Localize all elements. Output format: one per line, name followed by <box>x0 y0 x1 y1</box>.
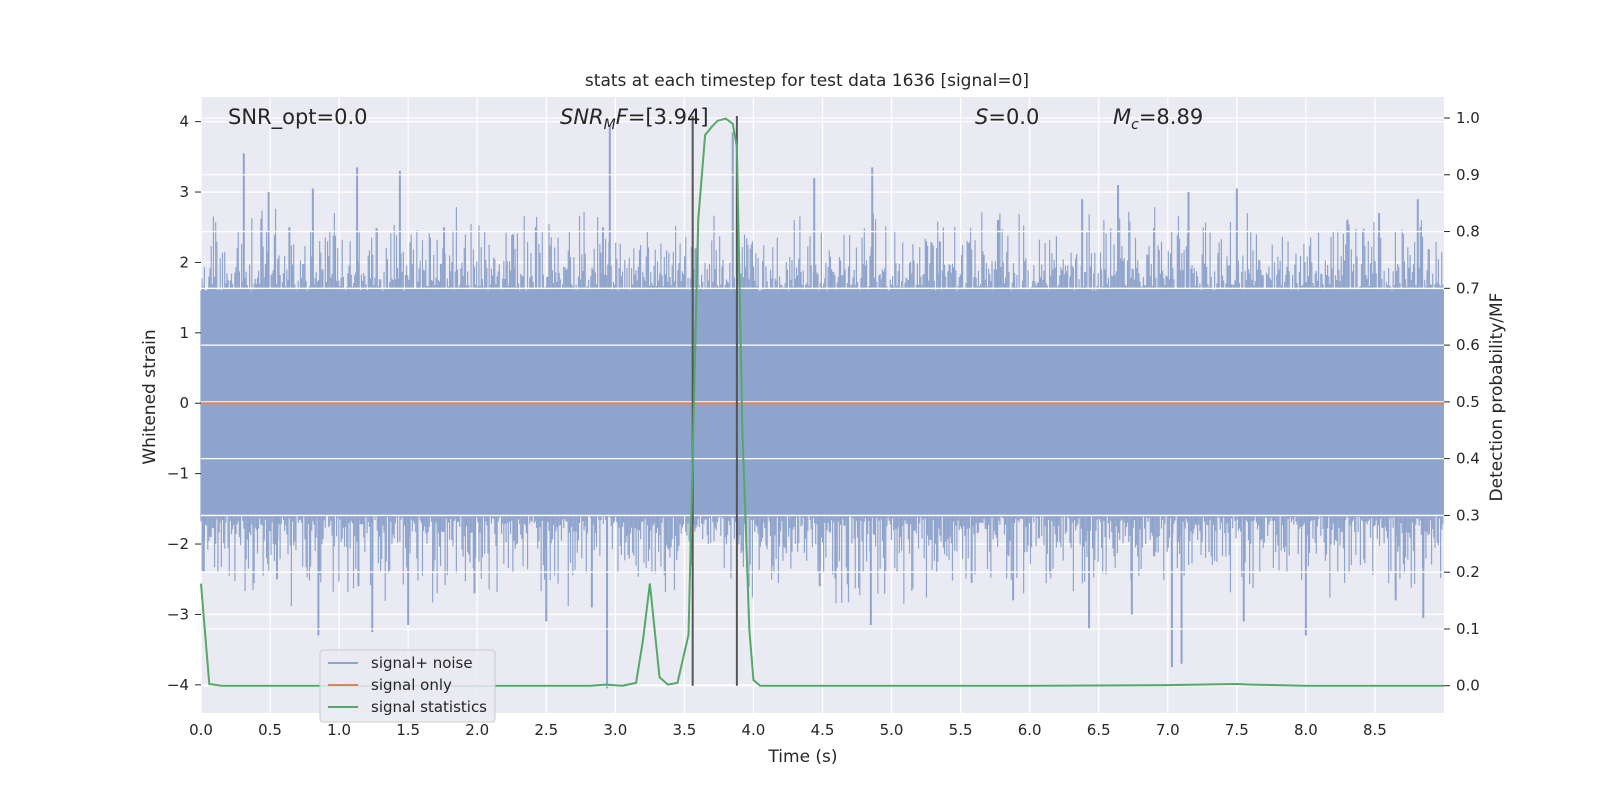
y-right-tick-label: 0.1 <box>1456 620 1480 638</box>
y-right-tick-label: 0.4 <box>1456 450 1480 468</box>
x-tick-label: 1.0 <box>327 721 351 739</box>
x-tick-label: 1.5 <box>396 721 420 739</box>
y-right-tick-label: 0.3 <box>1456 506 1480 524</box>
right-grid-overlay <box>201 117 1444 687</box>
x-tick-label: 2.0 <box>465 721 489 739</box>
y-axis-right: 1.0 0.9 0.8 0.7 0.6 0.5 0.4 0.3 0.2 0.1 0.0 <box>1444 109 1480 695</box>
annotation-snr-opt: SNR_opt=0.0 <box>228 105 368 130</box>
y-axis-left: 4 3 2 1 0 −1 −2 −3 −4 <box>167 113 201 694</box>
x-tick-label: 4.0 <box>742 721 766 739</box>
x-tick-label: 3.0 <box>603 721 627 739</box>
legend-box <box>319 649 496 723</box>
x-tick-label: 5.0 <box>880 721 904 739</box>
y-left-tick-label: −2 <box>167 535 189 553</box>
x-tick-label: 8.0 <box>1294 721 1318 739</box>
y-axis-left-label: Whitened strain <box>140 329 160 464</box>
x-tick-label: 8.5 <box>1363 721 1387 739</box>
y-left-tick-label: 2 <box>179 253 189 271</box>
y-right-tick-label: 0.9 <box>1456 166 1480 184</box>
annotation-mc: Mc=8.89 <box>1113 105 1203 133</box>
x-tick-label: 7.0 <box>1156 721 1180 739</box>
legend: signal+ noise signal only signal statist… <box>319 649 496 723</box>
x-axis: 0.0 0.5 1.0 1.5 2.0 2.5 3.0 3.5 4.0 4.5 5.0 5.5 6.0 6… <box>189 721 1387 739</box>
y-left-tick-label: −4 <box>167 676 189 694</box>
y-left-tick-label: −3 <box>167 605 189 623</box>
y-right-tick-label: 1.0 <box>1456 109 1480 127</box>
x-tick-label: 0.5 <box>258 721 282 739</box>
y-left-tick-label: −1 <box>167 465 189 483</box>
x-tick-label: 4.5 <box>811 721 835 739</box>
y-left-tick-label: 1 <box>179 324 189 342</box>
legend-label-signal-only: signal only <box>371 676 452 694</box>
y-right-tick-label: 0.2 <box>1456 563 1480 581</box>
annotation-snr-mf: SNRMF=[3.94] <box>560 105 709 133</box>
x-tick-label: 6.5 <box>1087 721 1111 739</box>
annotation-s: S=0.0 <box>975 105 1039 129</box>
y-left-tick-label: 3 <box>179 183 189 201</box>
x-tick-label: 2.5 <box>534 721 558 739</box>
legend-label-signal-noise: signal+ noise <box>371 654 473 672</box>
y-left-tick-label: 0 <box>179 394 189 412</box>
y-right-tick-label: 0.8 <box>1456 223 1480 241</box>
chart-title: stats at each timestep for test data 163… <box>585 71 1029 91</box>
x-tick-label: 3.5 <box>672 721 696 739</box>
y-left-tick-label: 4 <box>179 113 189 131</box>
y-axis-right-label: Detection probability/MF <box>1487 293 1507 502</box>
y-right-tick-label: 0.0 <box>1456 677 1480 695</box>
y-right-tick-label: 0.6 <box>1456 336 1480 354</box>
y-right-tick-label: 0.7 <box>1456 279 1480 297</box>
x-axis-label: Time (s) <box>767 747 837 767</box>
x-tick-label: 6.0 <box>1018 721 1042 739</box>
y-right-tick-label: 0.5 <box>1456 393 1480 411</box>
legend-label-signal-statistics: signal statistics <box>371 698 487 716</box>
x-tick-label: 5.5 <box>949 721 973 739</box>
x-tick-label: 0.0 <box>189 721 213 739</box>
x-tick-label: 7.5 <box>1225 721 1249 739</box>
